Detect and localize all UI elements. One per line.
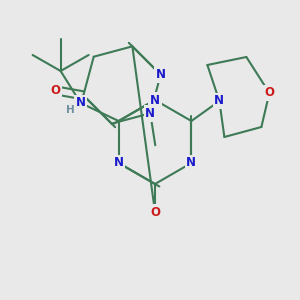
Text: N: N (186, 157, 197, 169)
Text: N: N (214, 94, 224, 107)
Text: N: N (114, 157, 124, 169)
Text: H: H (66, 105, 75, 115)
Text: O: O (264, 86, 274, 100)
Text: O: O (50, 84, 60, 97)
Text: O: O (150, 206, 160, 218)
Text: N: N (76, 97, 85, 110)
Text: N: N (150, 94, 160, 106)
Text: N: N (156, 68, 166, 81)
Text: N: N (145, 107, 155, 120)
